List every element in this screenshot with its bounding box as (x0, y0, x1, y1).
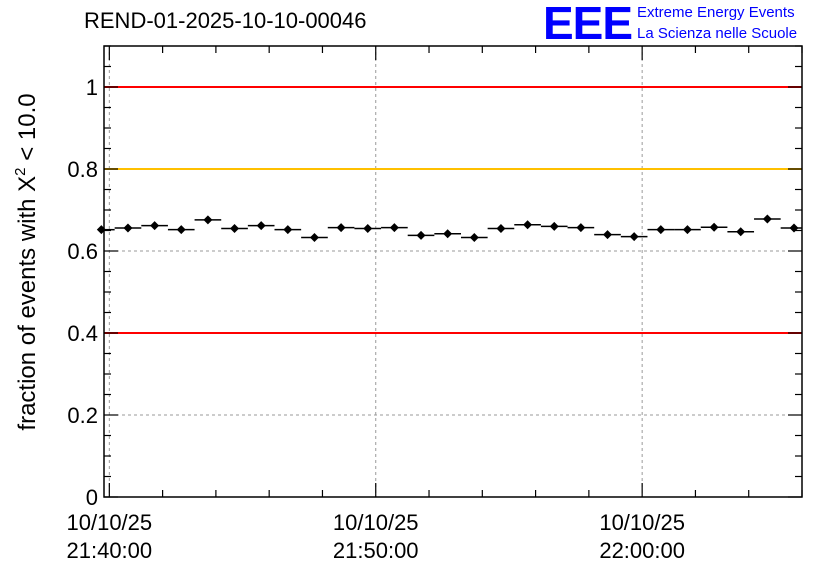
data-point (167, 225, 195, 235)
data-point-marker (549, 221, 559, 231)
data-point-marker (736, 227, 746, 237)
y-axis-label: fraction of events with X2 < 10.0 (12, 93, 41, 430)
data-point (274, 225, 302, 235)
data-point-marker (576, 223, 586, 233)
data-point (301, 232, 328, 242)
data-point (514, 220, 541, 230)
data-point-marker (523, 220, 533, 230)
y-tick-label: 0.4 (67, 321, 98, 346)
y-tick-label: 0.2 (67, 403, 98, 428)
data-point-marker (309, 232, 319, 242)
data-point (674, 225, 701, 235)
data-point (700, 222, 728, 232)
x-tick-label-time: 21:50:00 (333, 538, 419, 563)
x-tick-label-time: 22:00:00 (599, 538, 685, 563)
data-point (141, 221, 168, 231)
data-point-marker (363, 223, 373, 233)
data-point (221, 223, 248, 233)
data-point-marker (416, 230, 426, 240)
data-point (247, 221, 275, 231)
data-point (540, 221, 568, 231)
y-tick-label: 0.6 (67, 239, 98, 264)
x-tick-label-date: 10/10/25 (599, 510, 685, 535)
y-tick-label: 0 (86, 485, 98, 510)
plot-frame (103, 45, 803, 498)
data-point-marker (469, 232, 479, 242)
data-points (96, 214, 802, 242)
data-point-marker (789, 223, 799, 233)
data-point (114, 223, 142, 233)
data-point-marker (176, 225, 186, 235)
data-point-marker (443, 229, 453, 239)
data-point (407, 230, 435, 240)
data-point (327, 223, 355, 233)
y-tick-label: 0.8 (67, 157, 98, 182)
data-point-marker (389, 223, 399, 233)
data-point-marker (123, 223, 133, 233)
data-point-marker (709, 222, 719, 232)
data-point (194, 215, 222, 225)
data-point-marker (336, 223, 346, 233)
y-tick-label: 1 (86, 75, 98, 100)
data-point (754, 214, 781, 224)
grid (104, 46, 802, 497)
axes: 0 0.2 0.4 0.6 0.8 1 10/10/25 21:40:00 10/10/25 21… (67, 45, 803, 563)
data-point-marker (629, 232, 639, 242)
x-tick-label-date: 10/10/25 (333, 510, 419, 535)
data-point (434, 229, 461, 239)
data-point-marker (150, 221, 160, 231)
data-point-marker (283, 225, 293, 235)
data-point (780, 223, 802, 233)
data-point (460, 232, 488, 242)
data-point (381, 223, 408, 233)
data-point (620, 232, 648, 242)
data-point (354, 223, 382, 233)
data-point-marker (203, 215, 213, 225)
run-title: REND-01-2025-10-10-00046 (84, 8, 367, 33)
data-point (567, 223, 595, 233)
eee-logo-mark: EEE (543, 0, 633, 49)
eee-logo: EEE Extreme Energy Events La Scienza nel… (543, 0, 833, 49)
data-point-marker (656, 225, 666, 235)
logo-tagline-1: Extreme Energy Events (637, 4, 795, 21)
data-point-marker (603, 230, 613, 240)
data-point (727, 227, 755, 237)
data-point (96, 225, 115, 235)
data-point (487, 223, 515, 233)
data-point (594, 230, 621, 240)
x-tick-label-time: 21:40:00 (67, 538, 153, 563)
logo-tagline-2: La Scienza nelle Scuole (637, 25, 798, 42)
data-point-marker (762, 214, 772, 224)
data-point-marker (230, 223, 240, 233)
data-point-marker (256, 221, 266, 231)
reference-lines (104, 86, 802, 334)
data-point-marker (496, 223, 506, 233)
data-point-marker (682, 225, 692, 235)
x-tick-label-date: 10/10/25 (67, 510, 153, 535)
data-point (647, 225, 675, 235)
